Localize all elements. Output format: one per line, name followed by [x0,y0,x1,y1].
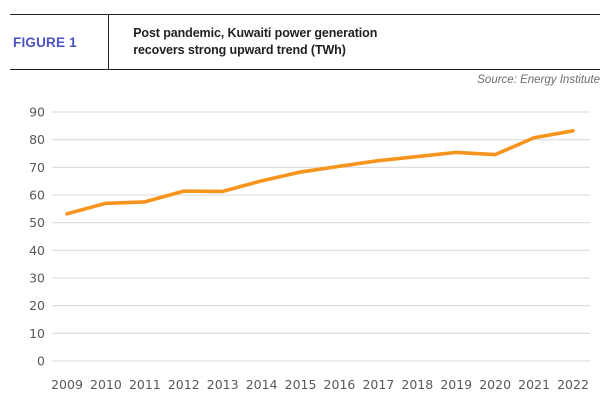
x-tick-label: 2009 [51,377,83,392]
x-tick-label: 2019 [440,377,472,392]
x-tick-label: 2011 [129,377,161,392]
x-tick-label: 2020 [479,377,511,392]
x-tick-label: 2017 [362,377,394,392]
x-tick-label: 2012 [168,377,200,392]
header-divider [108,15,110,69]
y-tick-label: 40 [29,243,45,258]
gridlines-group [52,111,590,362]
figure-title-line2: recovers strong upward trend (TWh) [133,43,346,57]
x-tick-label: 2013 [207,377,239,392]
figure-label: FIGURE 1 [13,34,77,50]
x-tick-label: 2022 [557,377,589,392]
y-tick-label: 10 [29,326,45,341]
figure-header: FIGURE 1 Post pandemic, Kuwaiti power ge… [10,14,600,70]
x-tick-label: 2015 [285,377,317,392]
x-tick-label: 2014 [246,377,278,392]
y-tick-label: 70 [29,160,45,175]
y-tick-label: 60 [29,188,45,203]
source-credit: Source: Energy Institute [477,74,600,86]
y-tick-label: 50 [29,215,45,230]
y-tick-label: 20 [29,298,45,313]
y-tick-label: 90 [29,105,45,120]
x-axis-tick-labels: 2009 2010 2011 2012 2013 2014 2015 2016 2017 2018… [51,377,589,392]
y-axis-tick-labels: 0 10 20 30 40 50 60 70 80 90 [29,105,45,369]
y-tick-label: 30 [29,271,45,286]
x-tick-label: 2010 [90,377,122,392]
figure-title: Post pandemic, Kuwaiti power generation … [109,25,377,59]
figure-title-line1: Post pandemic, Kuwaiti power generation [133,26,378,40]
x-tick-label: 2018 [401,377,433,392]
x-tick-label: 2021 [518,377,550,392]
power-generation-line [65,129,575,216]
x-tick-label: 2016 [324,377,356,392]
y-tick-label: 0 [37,354,45,369]
y-tick-label: 80 [29,132,45,147]
